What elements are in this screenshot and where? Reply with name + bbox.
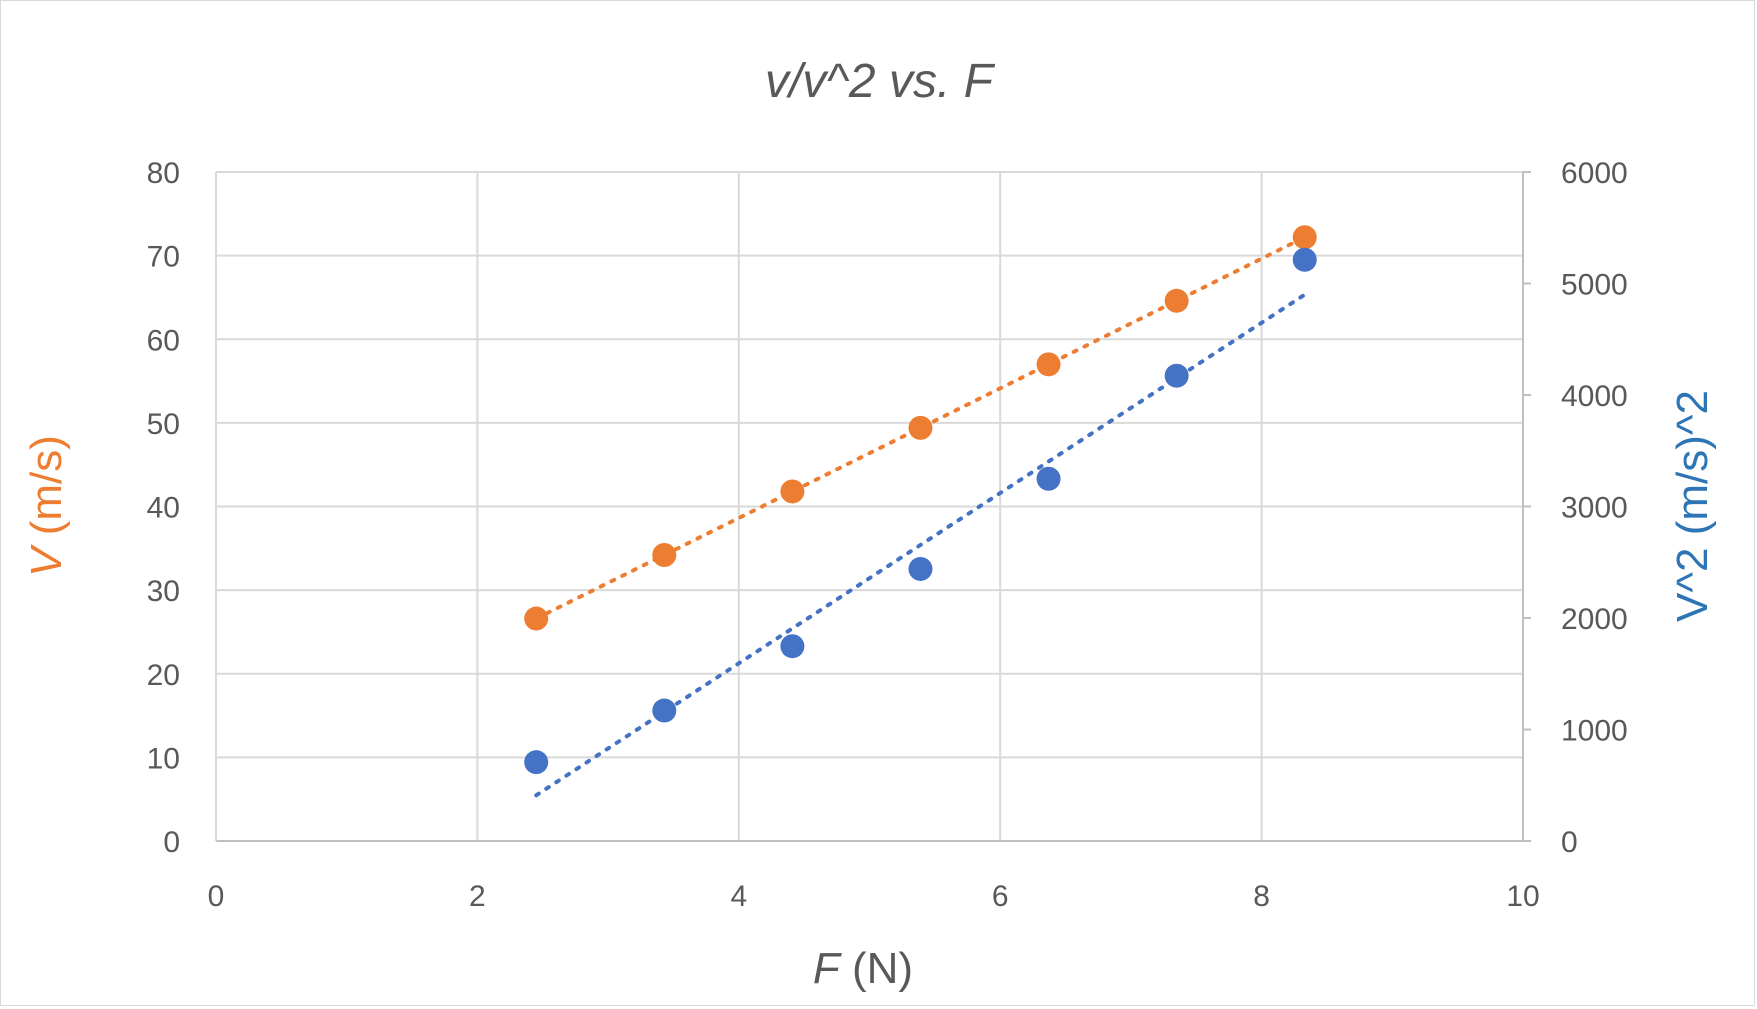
data-point-v [1164,288,1189,313]
data-point-v2 [908,556,933,581]
x-tick-label: 6 [992,880,1009,913]
y-left-tick-label: 20 [147,659,180,692]
axes [215,171,1531,842]
y-axis-left-label: V (m/s) [22,435,71,577]
y-left-tick-label: 40 [147,492,180,525]
y-left-tick-label: 10 [147,742,180,775]
y-axis-left-label-var: V [22,544,71,577]
data-point-v [908,415,933,440]
x-axis-label-unit: (N) [840,944,913,993]
data-point-v [780,479,805,504]
y-right-tick-label: 3000 [1561,492,1628,525]
y-left-tick-label: 60 [147,324,180,357]
data-point-v2 [780,634,805,659]
x-axis-label-var: F [813,944,842,993]
y-left-tick-label: 30 [147,575,180,608]
data-points [524,225,1317,775]
y-left-tick-label: 50 [147,408,180,441]
x-tick-label: 0 [208,880,225,913]
y-right-tick-label: 0 [1561,826,1578,859]
y-axis-right-label: V^2 (m/s)^2 [1668,390,1717,622]
data-point-v2 [1292,247,1317,272]
y-right-tick-label: 6000 [1561,157,1628,190]
data-point-v2 [1164,363,1189,388]
data-point-v [1036,352,1061,377]
data-point-v2 [652,698,677,723]
y-right-tick-label: 4000 [1561,380,1628,413]
gridlines [216,171,1524,841]
data-point-v [1292,225,1317,250]
x-tick-label: 10 [1506,880,1539,913]
tick-labels: 0 10 20 30 40 50 60 70 80 0 2 4 6 8 10 0 1000 2000 3000 400… [147,157,1628,913]
y-right-tick-label: 2000 [1561,603,1628,636]
x-tick-label: 4 [730,880,747,913]
data-point-v2 [1036,466,1061,491]
trendline-v2 [534,292,1307,798]
y-left-tick-label: 0 [163,826,180,859]
data-point-v [652,543,677,568]
data-point-v2 [524,750,549,775]
x-axis-label: F (N) [813,944,913,993]
x-tick-label: 2 [469,880,486,913]
y-right-tick-label: 5000 [1561,269,1628,302]
data-point-v [524,606,549,631]
y-left-tick-label: 80 [147,157,180,190]
y-axis-left-label-unit: (m/s) [22,435,71,547]
trendlines [534,235,1307,798]
x-tick-label: 8 [1253,880,1270,913]
y-right-tick-label: 1000 [1561,715,1628,748]
chart-title: v/v^2 vs. F [765,55,996,108]
y-left-tick-label: 70 [147,241,180,274]
